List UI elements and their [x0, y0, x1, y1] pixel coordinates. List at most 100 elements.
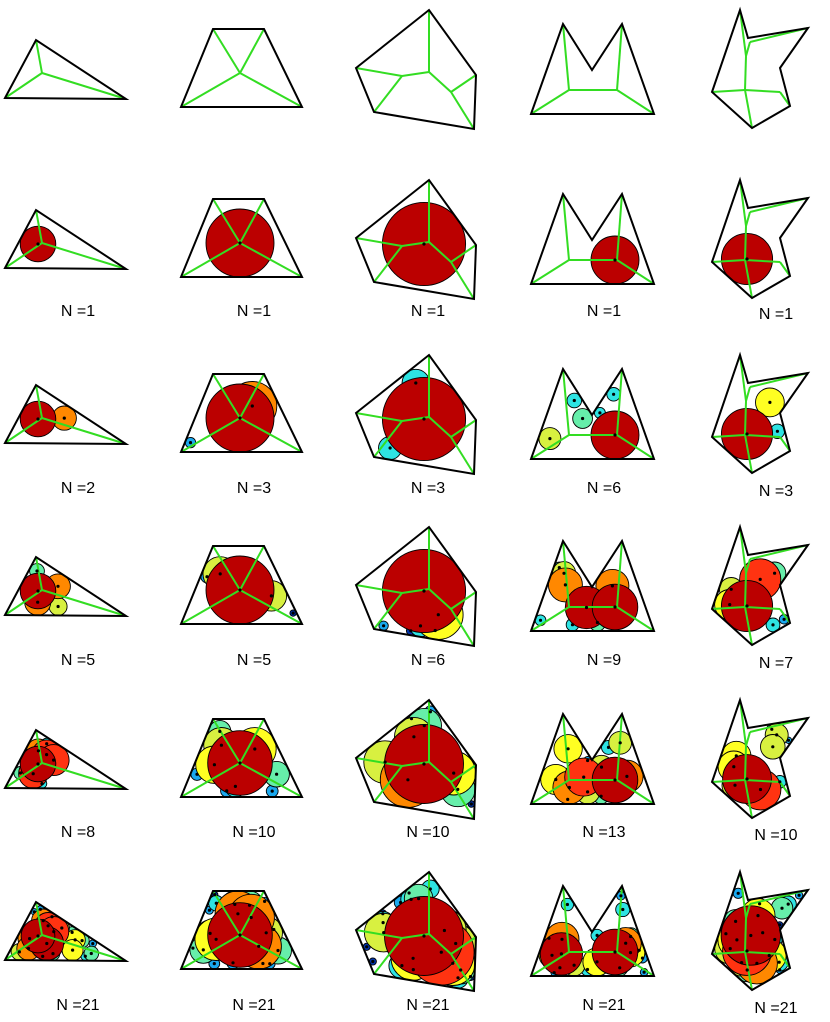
skeleton-edge [212, 718, 241, 764]
circle-center [51, 952, 55, 956]
circle-center [409, 717, 414, 721]
circle-center [195, 772, 199, 776]
skeleton-edge [180, 417, 241, 453]
skeleton-edge [530, 606, 570, 632]
circle-center [782, 617, 786, 621]
shape-outline [354, 353, 478, 476]
skeleton-edge [4, 589, 43, 616]
circle-center [599, 765, 604, 769]
circle-center [613, 778, 617, 782]
shape-outline [529, 538, 656, 632]
panel-arrow-shape-row-6: N =21 [710, 868, 811, 1017]
count-label: N =2 [61, 480, 95, 497]
circle-center [770, 727, 774, 731]
shape-outline [710, 696, 811, 820]
skeleton-edge [744, 89, 753, 129]
skeleton-edge [239, 242, 303, 278]
skeleton-edge [4, 242, 43, 269]
skeleton-edge [41, 762, 127, 790]
circle-center [629, 934, 633, 939]
circle-center [586, 790, 590, 794]
circle-center [276, 948, 280, 953]
circle-center [771, 623, 775, 627]
skeleton-edge [744, 606, 781, 610]
skeleton-edge [530, 434, 570, 460]
panel-pentagon-row-2: N =1 [354, 178, 478, 320]
panel-arrow-shape-row-3: N =3 [710, 351, 811, 500]
count-label: N =5 [237, 652, 271, 669]
circle-center [572, 398, 576, 403]
circle-center [422, 589, 426, 593]
skeleton-edge [530, 259, 570, 285]
circle-center [625, 774, 629, 779]
shape-outline [710, 351, 811, 475]
panel-arrow-shape-row-4: N =7 [710, 523, 811, 672]
row-6: N =21 N =21 N =21 N =21 N =21 [3, 868, 811, 1017]
panel-pentagon-row-3: N =3 [354, 353, 478, 497]
circle-center [749, 933, 753, 938]
skeleton-edge [616, 606, 655, 632]
skeleton-edge [355, 757, 403, 767]
circle-center [382, 931, 386, 935]
skeleton-edge [744, 572, 747, 608]
skeleton-edge [355, 584, 403, 594]
circle-center [745, 968, 749, 972]
skeleton-edge [450, 608, 475, 647]
circle-center [563, 583, 568, 587]
circle-center [233, 902, 237, 907]
skeleton-edge [355, 929, 403, 939]
skeleton-edge [180, 242, 241, 278]
circle-center [201, 948, 205, 952]
panel-triangle-row-1 [3, 38, 130, 101]
circle-center [272, 927, 276, 932]
skeleton-edge [41, 934, 127, 962]
circle-center [50, 915, 54, 919]
shape-outline [529, 21, 656, 115]
circle-center [212, 763, 216, 767]
circle-center [755, 961, 759, 966]
skeleton-edge [616, 89, 655, 115]
circle-center [451, 961, 455, 965]
skeleton-edge [744, 745, 747, 781]
circle-center [264, 931, 268, 935]
skeleton-edge [562, 885, 570, 953]
skeleton-edge [35, 39, 43, 74]
circle-center [214, 901, 218, 905]
circle-center [399, 900, 403, 905]
circle-center [257, 944, 261, 948]
skeleton-edge [779, 261, 791, 277]
circle-center [31, 772, 35, 776]
circle-center [771, 745, 775, 749]
circle-center [406, 778, 410, 782]
circle-center [409, 629, 413, 633]
circle-center [758, 787, 763, 792]
circle-center [786, 738, 791, 742]
skeleton-edge [744, 606, 753, 646]
skeleton-edge [450, 419, 477, 438]
skeleton-edge [745, 211, 751, 227]
count-label: N =21 [56, 997, 99, 1014]
circle-center [80, 939, 84, 943]
panel-m-shape-row-1 [529, 21, 656, 115]
skeleton-edge [428, 416, 452, 438]
circle-center [570, 623, 575, 627]
panel-trapezoid-row-6: N =21 [179, 890, 304, 1014]
circle-center [45, 753, 49, 757]
shape-outline [3, 383, 130, 446]
count-label: N =7 [759, 655, 793, 672]
circle-center [219, 743, 223, 747]
skeleton-edge [562, 23, 570, 91]
skeleton-edge [355, 412, 403, 422]
skeleton-edge [616, 368, 623, 436]
circle-center [612, 392, 616, 396]
circle-center [36, 242, 40, 246]
shape-outline [529, 711, 656, 805]
circle-center [581, 416, 585, 421]
skeleton-edge [180, 762, 241, 798]
circle-center [736, 891, 740, 895]
circle-center [728, 947, 732, 951]
circle-center [734, 919, 738, 924]
circle-center [767, 953, 771, 958]
panel-triangle-row-3: N =2 [3, 383, 130, 497]
